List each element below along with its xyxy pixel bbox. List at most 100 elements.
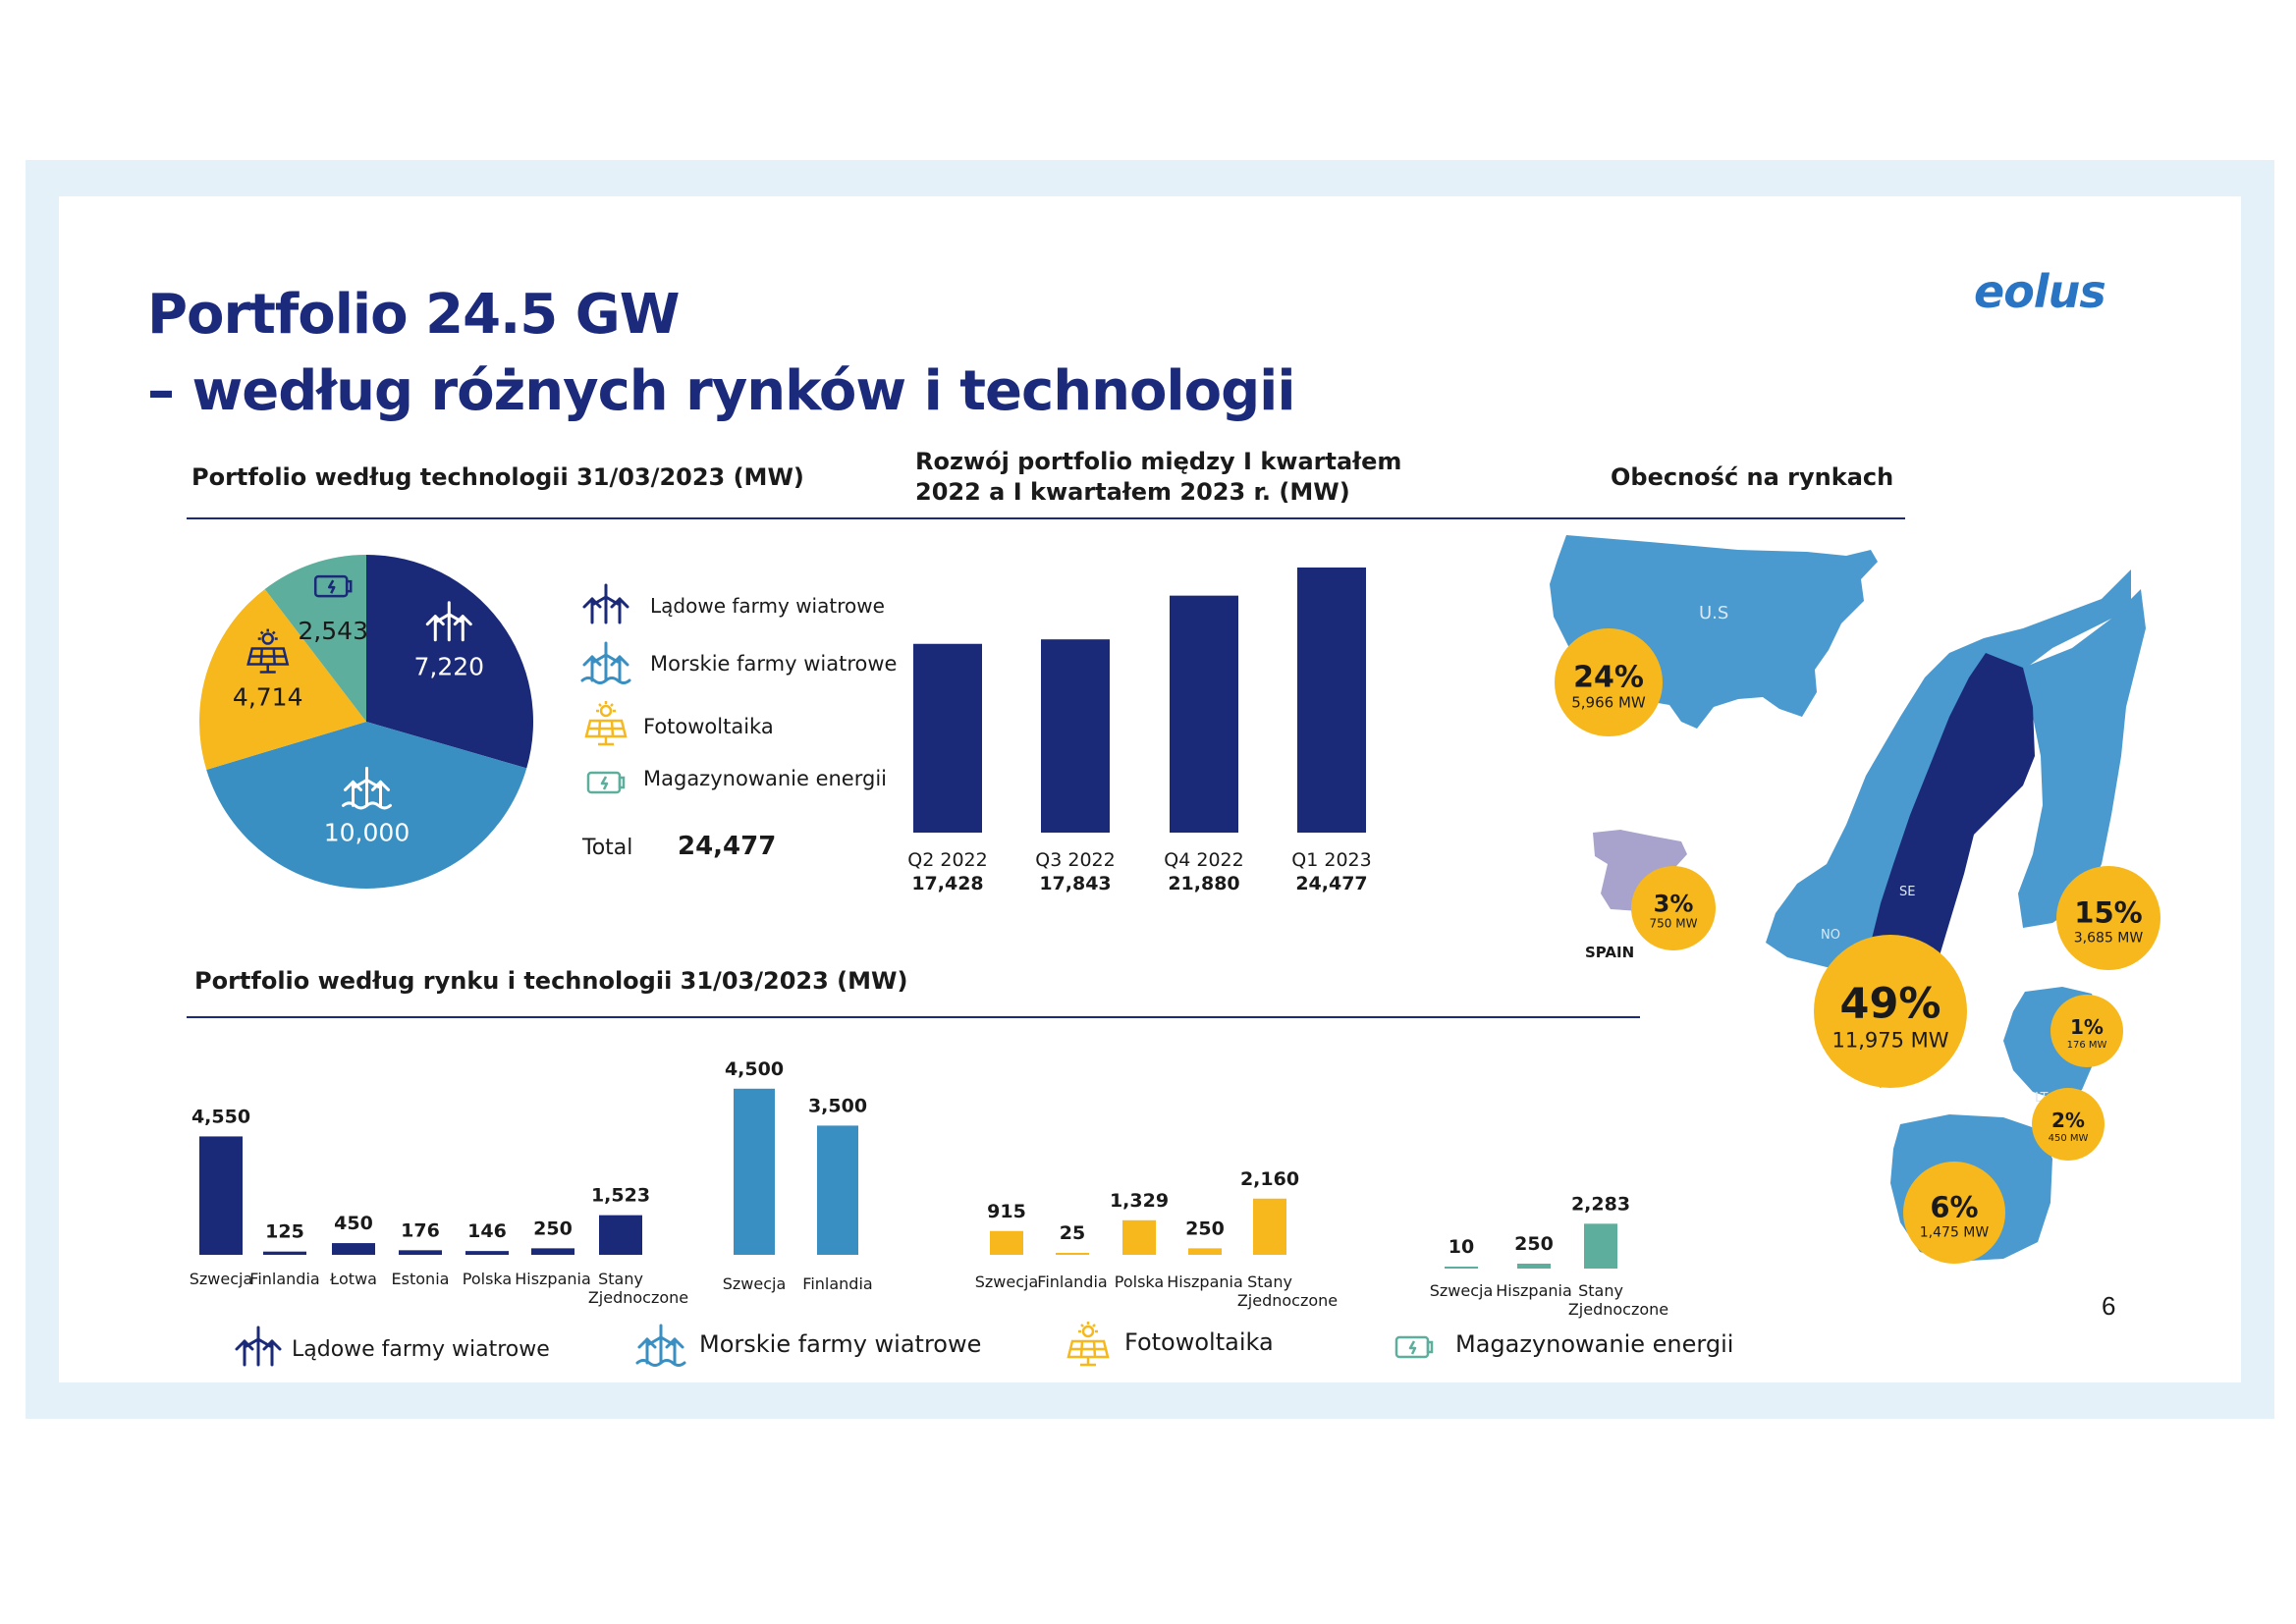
total-label: Total [581, 836, 632, 860]
bubble-mw: 1,475 MW [1920, 1224, 1990, 1240]
market-category-label: Szwecja [1430, 1281, 1494, 1300]
pie-heading: Portfolio według technologii 31/03/2023 … [191, 463, 804, 491]
growth-value: 17,428 [911, 873, 983, 894]
bubble-percent: 3% [1654, 891, 1694, 918]
map-bubbles: 24%5,966 MW 3%750 MW 49%11,975 MW 15%3,685 … [1555, 628, 2160, 1264]
growth-bar [913, 643, 982, 833]
offshore-turbine-icon [582, 643, 629, 683]
no-label: NO [1821, 928, 1840, 943]
market-category-label: Szwecja [975, 1272, 1039, 1291]
bubble-percent: 6% [1930, 1190, 1978, 1223]
market-map: U.S SPAIN SE NO LT 24%5,966 MW3%750 MW49… [1550, 535, 2160, 1264]
market-bar [599, 1215, 642, 1255]
page-number: 6 [2102, 1291, 2116, 1321]
market-bar [465, 1251, 509, 1255]
market-bar [399, 1250, 442, 1255]
bubble-percent: 15% [2074, 895, 2142, 929]
eolus-logo: eolus [1974, 265, 2106, 318]
market-value-label: 250 [1514, 1233, 1554, 1255]
market-share-bubble [2050, 995, 2123, 1067]
battery-icon [1394, 1335, 1434, 1359]
title-line-1: Portfolio 24.5 GW [147, 283, 680, 347]
market-share-bubble [2032, 1088, 2105, 1161]
market-value-label: 250 [1185, 1218, 1225, 1239]
bottom-legend-offshore: Morskie farmy wiatrowe [699, 1330, 981, 1358]
market-bar [1253, 1198, 1286, 1255]
market-category-label: Stany Zjednoczone [1237, 1272, 1338, 1310]
market-share-bubble [1631, 866, 1716, 950]
pie-label-onshore: 7,220 [413, 653, 484, 681]
bottom-legend-storage: Magazynowanie energii [1455, 1330, 1733, 1358]
growth-bar [1041, 639, 1110, 833]
market-value-label: 450 [334, 1213, 373, 1234]
market-bar [734, 1088, 775, 1255]
market-category-label: Hiszpania [1167, 1272, 1243, 1291]
market-heading: Portfolio według rynku i technologii 31/… [194, 967, 908, 995]
pie-slice-onshore [366, 555, 533, 769]
bottom-legend-solar: Fotowoltaika [1124, 1328, 1274, 1356]
bubble-mw: 750 MW [1650, 917, 1698, 931]
growth-category: Q2 2022 [907, 849, 987, 871]
se-label: SE [1899, 885, 1915, 899]
market-bar [990, 1230, 1023, 1255]
market-category-label: Finlandia [249, 1270, 319, 1288]
growth-heading: Rozwój portfolio między I kwartałem 2022… [915, 448, 1402, 506]
bubble-percent: 2% [2051, 1109, 2085, 1132]
offshore-turbine-icon [637, 1326, 684, 1366]
tech-pie-chart: 7,220 10,000 4,714 2,543 [199, 555, 533, 889]
growth-value: 21,880 [1168, 873, 1239, 894]
growth-value: 24,477 [1295, 873, 1367, 894]
top-rule [187, 517, 1905, 519]
market-share-bubble [2056, 866, 2160, 970]
market-bar [1584, 1223, 1617, 1269]
market-value-label: 146 [467, 1220, 507, 1242]
growth-category: Q1 2023 [1291, 849, 1371, 871]
market-category-label: Polska [1115, 1272, 1164, 1291]
market-bar [1122, 1219, 1156, 1255]
tech-legend: Lądowe farmy wiatrowe Morskie farmy wiat… [581, 583, 897, 861]
market-value-label: 3,500 [808, 1095, 867, 1116]
bubble-percent: 49% [1840, 979, 1941, 1028]
market-bar [1188, 1248, 1222, 1255]
market-value-label: 10 [1449, 1236, 1474, 1258]
pie-label-solar: 4,714 [233, 683, 303, 712]
finland-map-shape [2018, 589, 2146, 928]
market-bar [263, 1251, 306, 1255]
legend-offshore: Morskie farmy wiatrowe [650, 652, 897, 676]
bottom-legend-onshore: Lądowe farmy wiatrowe [292, 1337, 550, 1362]
growth-bar [1297, 568, 1366, 833]
market-category-label: Szwecja [723, 1274, 787, 1293]
market-value-label: 1,329 [1110, 1190, 1169, 1212]
market-value-label: 2,160 [1240, 1168, 1299, 1190]
market-category-label: Łotwa [329, 1270, 377, 1288]
bubble-mw: 5,966 MW [1571, 694, 1646, 712]
market-bar [332, 1243, 375, 1255]
bubble-percent: 24% [1573, 661, 1644, 695]
market-value-label: 125 [265, 1221, 304, 1243]
market-category-label: Stany Zjednoczone [588, 1270, 688, 1307]
market-value-label: 250 [533, 1218, 573, 1239]
market-category-label: Szwecja [190, 1270, 253, 1288]
market-value-label: 915 [987, 1201, 1026, 1222]
market-value-label: 2,283 [1571, 1193, 1630, 1215]
market-category-label: Estonia [392, 1270, 450, 1288]
pie-slice-solar [199, 588, 366, 770]
market-bar [199, 1136, 243, 1255]
solar-panel-icon [1066, 1320, 1110, 1367]
onshore-turbine-icon [582, 583, 629, 624]
market-bar [1445, 1267, 1478, 1269]
bubble-mw: 11,975 MW [1831, 1028, 1948, 1052]
legend-storage: Magazynowanie energii [643, 767, 887, 790]
market-category-label: Finlandia [1037, 1272, 1107, 1291]
map-heading: Obecność na rynkach [1611, 463, 1894, 491]
market-bar [1517, 1264, 1551, 1269]
market-bar [531, 1248, 574, 1255]
market-category-label: Hiszpania [515, 1270, 591, 1288]
market-value-label: 176 [401, 1219, 440, 1241]
market-category-label: Hiszpania [1496, 1281, 1572, 1300]
market-bar [1056, 1253, 1089, 1255]
market-value-label: 4,500 [725, 1058, 784, 1080]
bubble-mw: 3,685 MW [2074, 930, 2144, 946]
pie-label-offshore: 10,000 [324, 818, 410, 846]
